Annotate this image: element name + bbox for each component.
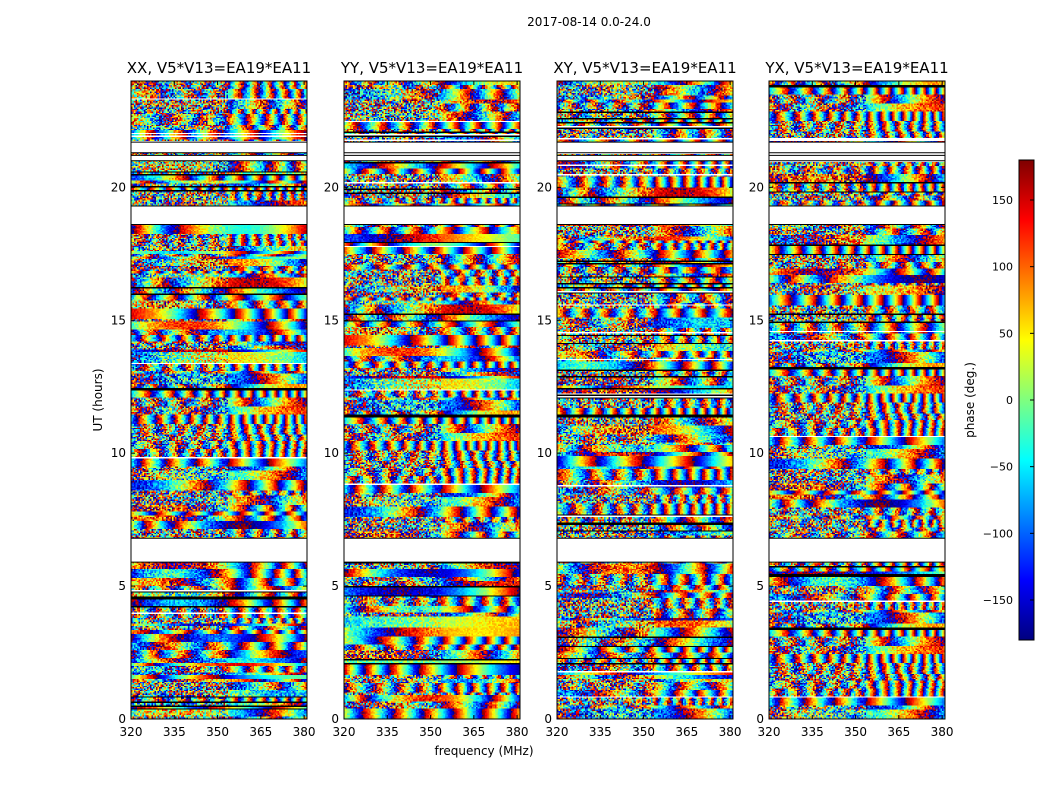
x-tick-label: 350 (844, 725, 867, 739)
panel-frame (130, 80, 308, 720)
panel-xy: XY, V5*V13=EA19*EA11 320 335 350 365 380 0 5 10 1… (537, 59, 742, 739)
colorbar-tick-label: −50 (990, 461, 1013, 474)
y-tick-label: 15 (749, 313, 764, 327)
y-tick-label: 20 (537, 180, 552, 194)
panel-frame (768, 80, 946, 720)
y-tick-label: 10 (537, 446, 552, 460)
y-tick-label: 15 (324, 313, 339, 327)
x-tick-label: 320 (546, 725, 569, 739)
x-tick-label: 365 (249, 725, 272, 739)
colorbar-label: phase (deg.) (963, 362, 977, 438)
phase-waterfall-yy (344, 81, 520, 719)
x-tick-label: 380 (293, 725, 316, 739)
panel-title: YY, V5*V13=EA19*EA11 (340, 59, 523, 77)
x-tick-label: 380 (719, 725, 742, 739)
y-tick-label: 10 (111, 446, 126, 460)
panel-xx: XX, V5*V13=EA19*EA11 320 335 350 365 380 0 5 10 1… (111, 59, 316, 739)
x-tick-label: 365 (462, 725, 485, 739)
y-tick-label: 5 (544, 579, 552, 593)
colorbar: phase (deg.) 150 100 50 0 −50 −100 −150 (963, 159, 1035, 641)
y-tick-label: 0 (544, 712, 552, 726)
panel-title: XY, V5*V13=EA19*EA11 (553, 59, 736, 77)
x-tick-label: 320 (120, 725, 143, 739)
y-tick-label: 5 (756, 579, 764, 593)
y-tick-label: 5 (118, 579, 126, 593)
colorbar-tick-label: −150 (983, 594, 1013, 607)
panel-title: XX, V5*V13=EA19*EA11 (127, 59, 311, 77)
x-tick-label: 320 (758, 725, 781, 739)
x-tick-label: 350 (206, 725, 229, 739)
x-tick-label: 335 (163, 725, 186, 739)
colorbar-tick-label: −100 (983, 527, 1013, 540)
y-tick-label: 0 (331, 712, 339, 726)
y-tick-label: 0 (118, 712, 126, 726)
panels-group: XX, V5*V13=EA19*EA11 320 335 350 365 380 0 5 10 1… (111, 59, 954, 739)
x-tick-label: 365 (887, 725, 910, 739)
colorbar-tick-label: 50 (999, 327, 1013, 340)
y-tick-label: 5 (331, 579, 339, 593)
figure-suptitle: 2017-08-14 0.0-24.0 (527, 15, 651, 29)
x-tick-label: 350 (632, 725, 655, 739)
phase-waterfall-yx (769, 81, 945, 719)
x-tick-label: 335 (589, 725, 612, 739)
y-tick-label: 20 (324, 180, 339, 194)
y-tick-label: 20 (111, 180, 126, 194)
y-tick-label: 10 (324, 446, 339, 460)
panel-frame (343, 80, 521, 720)
colorbar-tick-label: 100 (992, 261, 1013, 274)
phase-waterfall-xx (131, 81, 307, 719)
colorbar-tick-label: 150 (992, 194, 1013, 207)
x-tick-label: 335 (801, 725, 824, 739)
x-tick-label: 335 (376, 725, 399, 739)
x-tick-label: 350 (419, 725, 442, 739)
phase-waterfall-xy (557, 81, 733, 719)
y-tick-label: 0 (756, 712, 764, 726)
x-tick-label: 380 (506, 725, 529, 739)
y-tick-label: 15 (111, 313, 126, 327)
y-tick-label: 15 (537, 313, 552, 327)
y-axis-label: UT (hours) (91, 368, 105, 431)
panel-yy: YY, V5*V13=EA19*EA11 320 335 350 365 380 0 5 10 1… (324, 59, 529, 739)
colorbar-tick-label: 0 (1006, 394, 1013, 407)
panel-title: YX, V5*V13=EA19*EA11 (764, 59, 948, 77)
x-tick-label: 320 (333, 725, 356, 739)
x-tick-label: 380 (931, 725, 954, 739)
y-tick-label: 20 (749, 180, 764, 194)
x-axis-label: frequency (MHz) (434, 744, 533, 758)
y-tick-label: 10 (749, 446, 764, 460)
panel-frame (556, 80, 734, 720)
x-tick-label: 365 (675, 725, 698, 739)
panel-yx: YX, V5*V13=EA19*EA11 320 335 350 365 380 0 5 10 1… (749, 59, 954, 739)
